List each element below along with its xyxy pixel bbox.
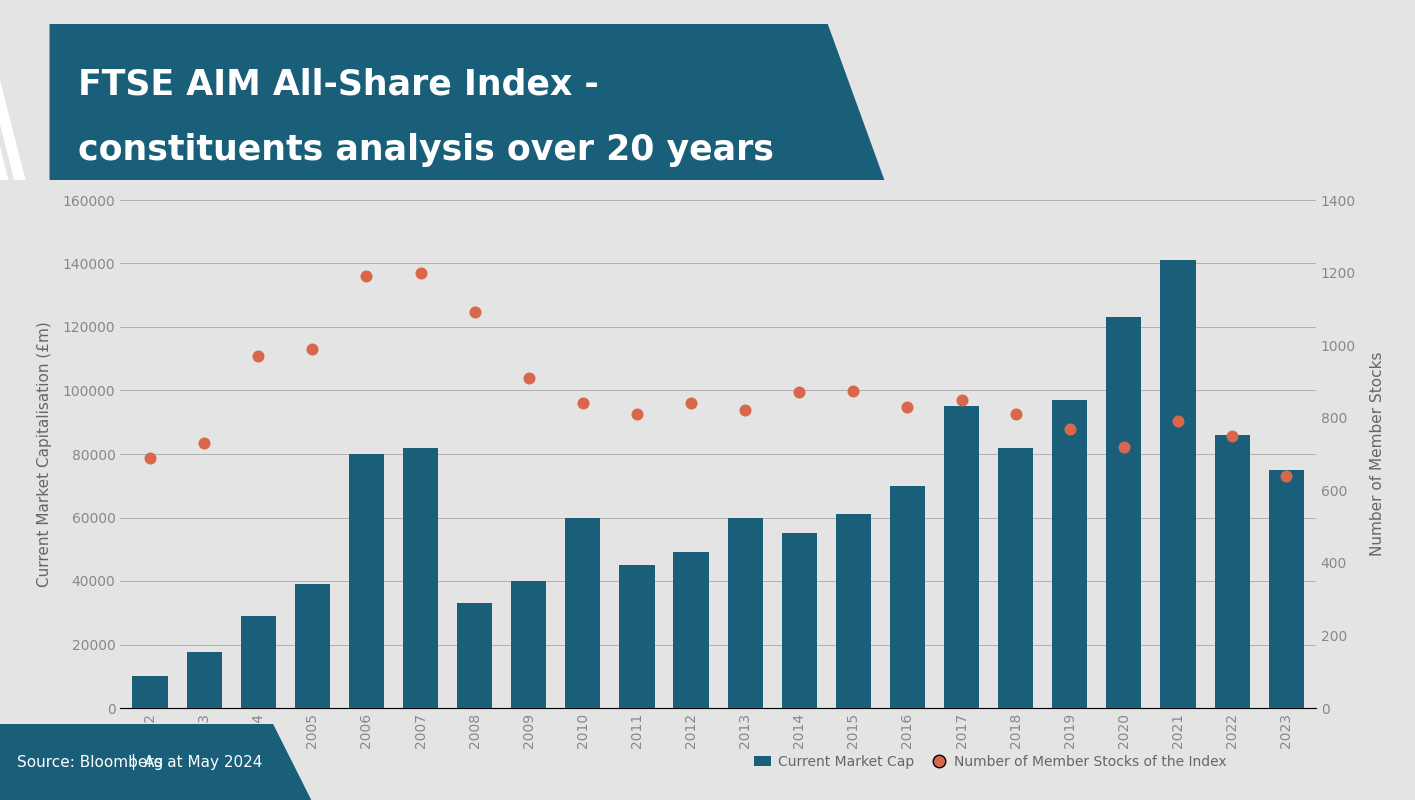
Bar	[890, 486, 925, 708]
Point	[734, 404, 757, 417]
Text: As at May 2024: As at May 2024	[144, 754, 263, 770]
Bar	[1107, 318, 1142, 708]
Bar	[781, 534, 816, 708]
Polygon shape	[50, 24, 884, 180]
Point	[518, 371, 541, 384]
Bar	[1214, 435, 1249, 708]
Y-axis label: Current Market Capitalisation (£m): Current Market Capitalisation (£m)	[37, 321, 51, 587]
Bar	[836, 514, 872, 708]
Polygon shape	[0, 24, 25, 180]
Bar	[1160, 260, 1196, 708]
Bar	[350, 454, 383, 708]
Text: |: |	[130, 754, 136, 770]
Bar	[1269, 470, 1303, 708]
Point	[355, 270, 378, 282]
Point	[1221, 430, 1244, 442]
Point	[1166, 415, 1189, 428]
Point	[842, 384, 865, 397]
Text: FTSE AIM All-Share Index -: FTSE AIM All-Share Index -	[78, 68, 599, 102]
Point	[192, 437, 215, 450]
Point	[572, 397, 594, 410]
Bar	[457, 603, 492, 708]
Bar	[727, 518, 763, 708]
Bar	[565, 518, 600, 708]
Text: Source: Bloomberg: Source: Bloomberg	[17, 754, 163, 770]
Point	[1005, 408, 1027, 421]
Bar	[511, 581, 546, 708]
Bar	[294, 584, 330, 708]
Bar	[403, 448, 439, 708]
Point	[788, 386, 811, 398]
Point	[951, 393, 974, 406]
Point	[896, 401, 918, 414]
Bar	[620, 565, 655, 708]
Legend: Current Market Cap, Number of Member Stocks of the Index: Current Market Cap, Number of Member Sto…	[749, 750, 1232, 774]
Bar	[944, 406, 979, 708]
Text: constituents analysis over 20 years: constituents analysis over 20 years	[78, 134, 774, 167]
Bar	[187, 653, 222, 708]
Point	[301, 342, 324, 355]
Bar	[241, 616, 276, 708]
Bar	[133, 676, 167, 708]
Bar	[1053, 400, 1087, 708]
Point	[139, 451, 161, 464]
Point	[1058, 422, 1081, 435]
Polygon shape	[0, 24, 8, 180]
Point	[1275, 470, 1298, 482]
Point	[625, 408, 648, 421]
Point	[1112, 440, 1135, 453]
Bar	[998, 448, 1033, 708]
Polygon shape	[0, 724, 311, 800]
Point	[463, 306, 485, 319]
Point	[246, 350, 269, 362]
Point	[679, 397, 702, 410]
Point	[409, 266, 432, 279]
Y-axis label: Number of Member Stocks: Number of Member Stocks	[1370, 352, 1385, 556]
Bar	[674, 553, 709, 708]
